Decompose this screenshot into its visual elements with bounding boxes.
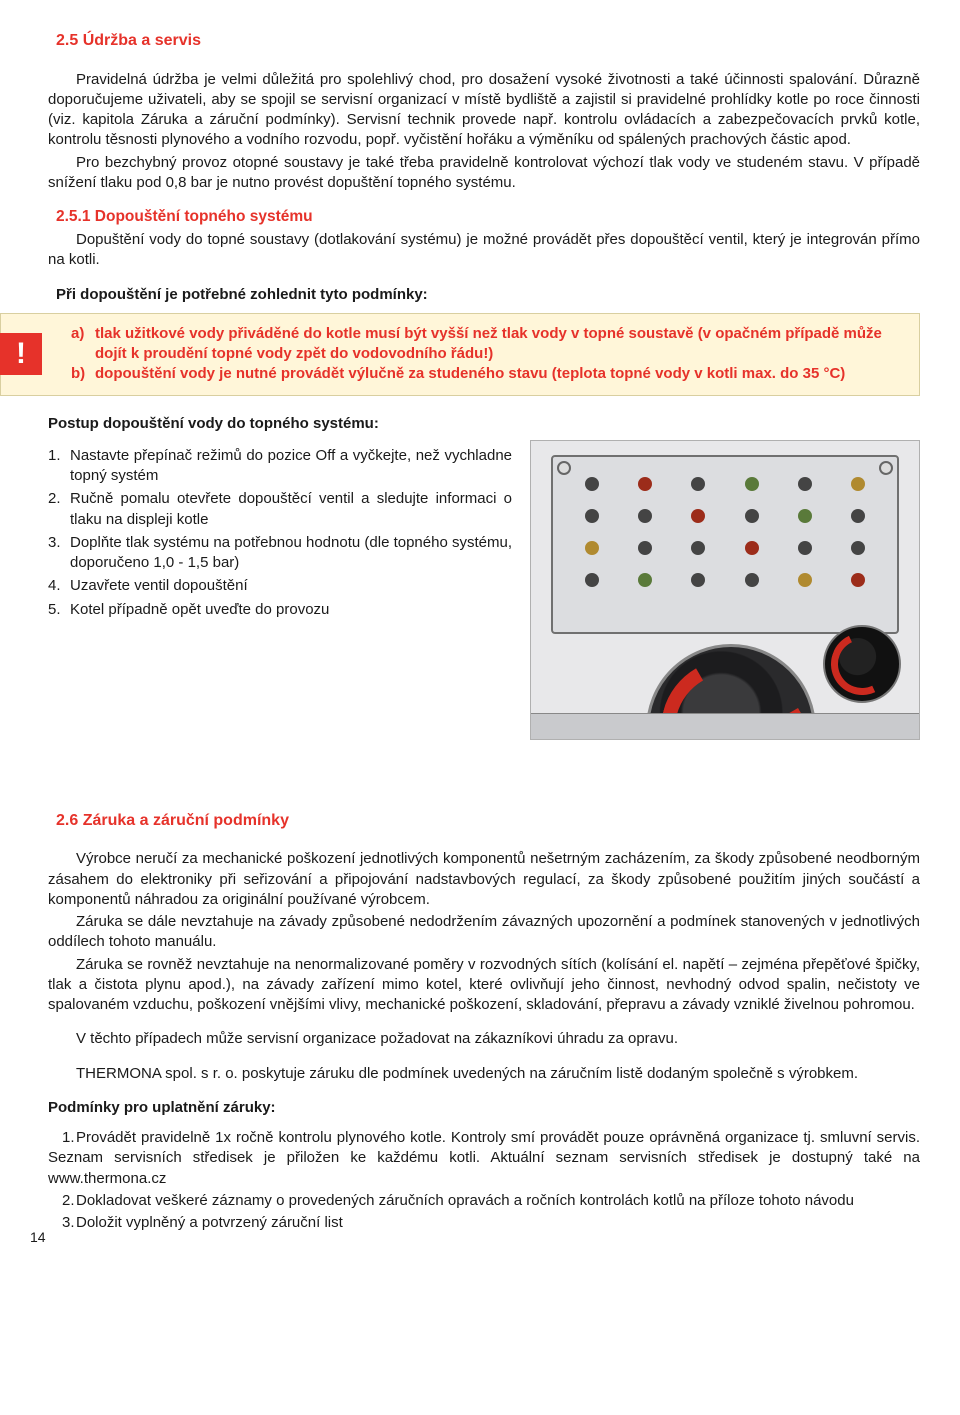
secondary-knob-icon (823, 625, 901, 703)
procedure-heading: Postup dopouštění vody do topného systém… (48, 414, 920, 434)
page-number: 14 (30, 1228, 46, 1247)
s26-paragraph-3: Záruka se rovněž nevztahuje na nenormali… (48, 955, 920, 1016)
s26-paragraph-4: V těchto případech může servisní organiz… (48, 1029, 920, 1049)
procedure-steps: 1.Nastavte přepínač režimů do pozice Off… (48, 446, 512, 620)
section-2-5-title: 2.5 Údržba a servis (56, 30, 920, 52)
list-item: 4.Uzavřete ventil dopouštění (48, 576, 512, 596)
section-2-5-1-title: 2.5.1 Dopouštění topného systému (56, 207, 920, 228)
alert-item-b: b)dopouštění vody je nutné provádět výlu… (71, 364, 901, 384)
list-item: 1.Nastavte přepínač režimů do pozice Off… (48, 446, 512, 487)
list-item: 3.Doplňte tlak systému na potřebnou hodn… (48, 533, 512, 574)
s251-paragraph-1: Dopuštění vody do topné soustavy (dotlak… (48, 230, 920, 271)
list-item: 5.Kotel případně opět uveďte do provozu (48, 600, 512, 620)
section-2-6-title: 2.6 Záruka a záruční podmínky (56, 810, 920, 832)
s25-paragraph-1: Pravidelná údržba je velmi důležitá pro … (48, 70, 920, 151)
s26-paragraph-5: THERMONA spol. s r. o. poskytuje záruku … (48, 1064, 920, 1084)
list-item: 3.Doložit vyplněný a potvrzený záruční l… (48, 1213, 920, 1233)
s26-paragraph-2: Záruka se dále nevztahuje na závady způs… (48, 912, 920, 953)
warranty-conditions-heading: Podmínky pro uplatnění záruky: (48, 1098, 920, 1118)
list-item: 2.Ručně pomalu otevřete dopouštěcí venti… (48, 489, 512, 530)
alert-item-a: a)tlak užitkové vody přiváděné do kotle … (71, 324, 901, 365)
list-item: 2.Dokladovat veškeré záznamy o provedený… (48, 1191, 920, 1211)
exclamation-icon: ! (0, 333, 42, 375)
s25-paragraph-2: Pro bezchybný provoz otopné soustavy je … (48, 153, 920, 194)
s26-paragraph-1: Výrobce neručí za mechanické poškození j… (48, 849, 920, 910)
conditions-heading: Při dopouštění je potřebné zohlednit tyt… (56, 285, 920, 305)
boiler-valve-illustration (530, 440, 920, 740)
list-item: 1.Provádět pravidelně 1x ročně kontrolu … (48, 1128, 920, 1189)
alert-box: ! a)tlak užitkové vody přiváděné do kotl… (0, 313, 920, 396)
